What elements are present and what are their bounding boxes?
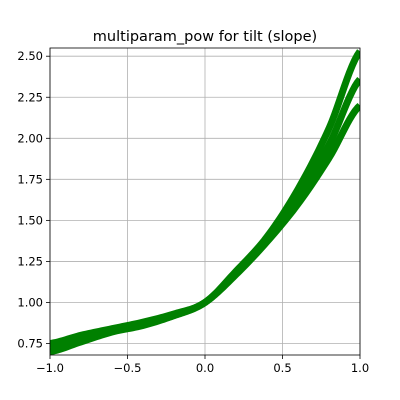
y-tick-label: 2.25 bbox=[17, 90, 43, 104]
x-tick-label: 1.0 bbox=[351, 361, 369, 375]
x-tick-label: −0.5 bbox=[114, 361, 142, 375]
series-layer bbox=[50, 49, 360, 355]
y-tick-label: 2.00 bbox=[17, 131, 43, 145]
x-tick-label: 0.5 bbox=[273, 361, 291, 375]
y-tick-label: 0.75 bbox=[17, 337, 43, 351]
plot-frame bbox=[49, 47, 361, 356]
x-tick-label: 0.0 bbox=[196, 361, 214, 375]
chart-title: multiparam_pow for tilt (slope) bbox=[93, 29, 317, 45]
y-tick-label: 1.50 bbox=[17, 213, 43, 227]
axes-layer: −1.0 −0.5 0.0 0.5 1.0 0.75 1.00 1.25 1.50 1.75 2.0… bbox=[17, 49, 369, 375]
y-tick-label: 1.75 bbox=[17, 172, 43, 186]
y-tick-label: 2.50 bbox=[17, 49, 43, 63]
y-tick-label: 1.25 bbox=[17, 254, 43, 268]
x-tick-label: −1.0 bbox=[36, 361, 64, 375]
series-line-3 bbox=[50, 102, 360, 355]
y-tick-label: 1.00 bbox=[17, 295, 43, 309]
